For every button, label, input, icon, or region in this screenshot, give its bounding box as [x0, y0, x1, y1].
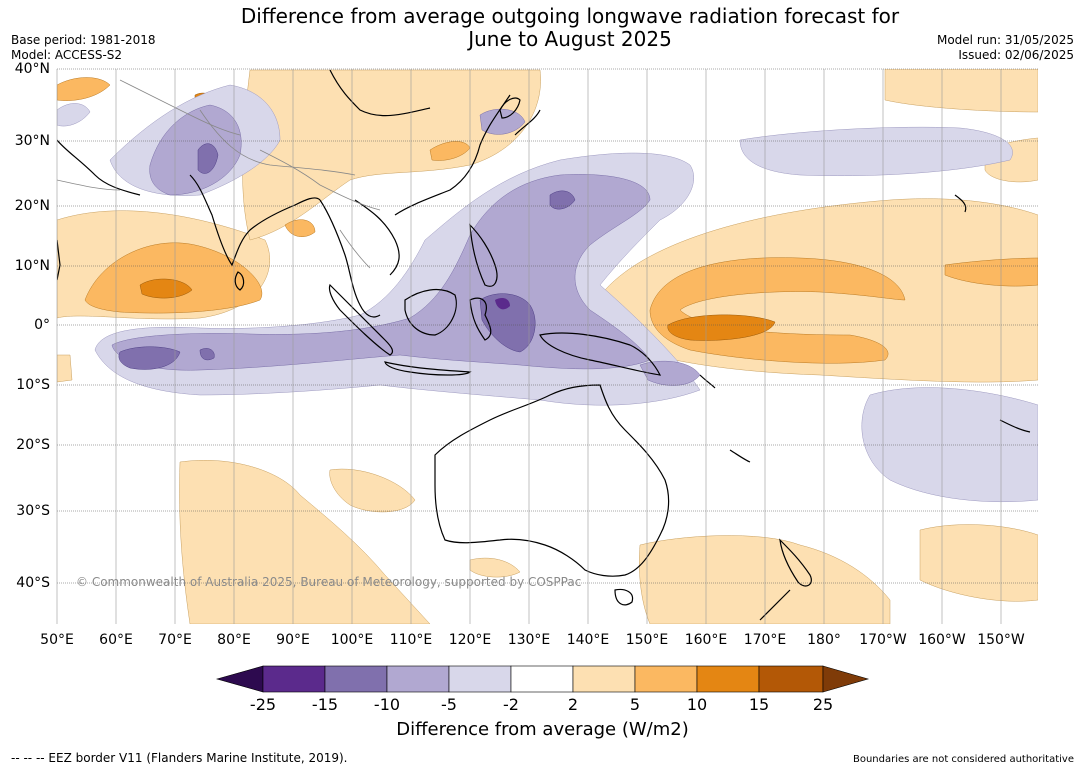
- lat-label: 40°N: [14, 61, 50, 77]
- lon-label: 60°E: [99, 632, 133, 648]
- lon-label: 130°E: [507, 632, 551, 648]
- country-borders: [57, 79, 381, 269]
- colorbar-tick-label: 2: [567, 695, 579, 714]
- lat-label: 20°S: [16, 437, 50, 453]
- coastlines: [57, 69, 1031, 621]
- colorbar-title: Difference from average (W/m2): [396, 719, 689, 740]
- graticule: [57, 68, 1038, 584]
- lon-label: 160°W: [918, 632, 966, 648]
- lat-label: 0°: [34, 317, 50, 333]
- lon-label: 160°E: [684, 632, 728, 648]
- lat-label: 20°N: [14, 198, 50, 214]
- anomaly-positive-5-10: [57, 77, 1038, 364]
- base-period: Base period: 1981-2018: [11, 33, 156, 47]
- colorbar-tick-label: 5: [629, 695, 641, 714]
- lon-label: 110°E: [389, 632, 433, 648]
- copyright-notice: © Commonwealth of Australia 2025, Bureau…: [76, 575, 582, 589]
- lon-label: 140°E: [566, 632, 610, 648]
- lon-label: 150°W: [977, 632, 1025, 648]
- colorbar-segment: [572, 665, 636, 693]
- colorbar-tick-label: -15: [311, 695, 339, 714]
- colorbar-segment-min: [215, 665, 264, 693]
- colorbar: [215, 665, 870, 693]
- title-line-1: Difference from average outgoing longwav…: [240, 4, 900, 28]
- boundary-disclaimer: Boundaries are not considered authoritat…: [852, 754, 1074, 765]
- colorbar-tick-label: 25: [812, 695, 834, 714]
- lon-label: 120°E: [448, 632, 492, 648]
- eez-note: -- -- -- EEZ border V11 (Flanders Marine…: [11, 751, 348, 765]
- lat-label: 40°S: [16, 575, 50, 591]
- colorbar-segment: [448, 665, 512, 693]
- lon-label: 90°E: [276, 632, 310, 648]
- colorbar-segment: [510, 665, 574, 693]
- anomaly-negative-15-25: [495, 298, 510, 310]
- lat-label: 30°S: [16, 503, 50, 519]
- map-title: Difference from average outgoing longwav…: [0, 5, 1085, 51]
- anomaly-negative-10-15: [118, 143, 576, 370]
- model-name: Model: ACCESS-S2: [11, 48, 123, 62]
- colorbar-segment: [386, 665, 450, 693]
- anomaly-field: [57, 69, 1038, 624]
- lon-label: 70°E: [158, 632, 192, 648]
- lon-label: 100°E: [330, 632, 374, 648]
- issued-date: Issued: 02/06/2025: [958, 48, 1074, 62]
- lat-label: 10°N: [14, 258, 50, 274]
- colorbar-tick-label: -2: [503, 695, 519, 714]
- colorbar-segment: [634, 665, 698, 693]
- meridians: [56, 69, 1002, 624]
- colorbar-tick-label: 10: [686, 695, 708, 714]
- lon-label: 50°E: [40, 632, 74, 648]
- colorbar-segment: [262, 665, 326, 693]
- colorbar-tick-label: -25: [249, 695, 277, 714]
- lon-label: 180°: [807, 632, 841, 648]
- colorbar-tick-label: 15: [748, 695, 770, 714]
- lon-label: 170°W: [859, 632, 907, 648]
- colorbar-segment: [696, 665, 760, 693]
- title-line-2: June to August 2025: [468, 27, 672, 51]
- lon-label: 80°E: [217, 632, 251, 648]
- colorbar-segment-max: [822, 665, 870, 693]
- lon-label: 150°E: [625, 632, 669, 648]
- colorbar-segment: [758, 665, 824, 693]
- model-run: Model run: 31/05/2025: [936, 33, 1074, 47]
- colorbar-segment: [324, 665, 388, 693]
- lon-label: 170°E: [743, 632, 787, 648]
- lat-label: 30°N: [14, 133, 50, 149]
- colorbar-tick-label: -10: [373, 695, 401, 714]
- lat-label: 10°S: [16, 377, 50, 393]
- colorbar-tick-label: -5: [441, 695, 457, 714]
